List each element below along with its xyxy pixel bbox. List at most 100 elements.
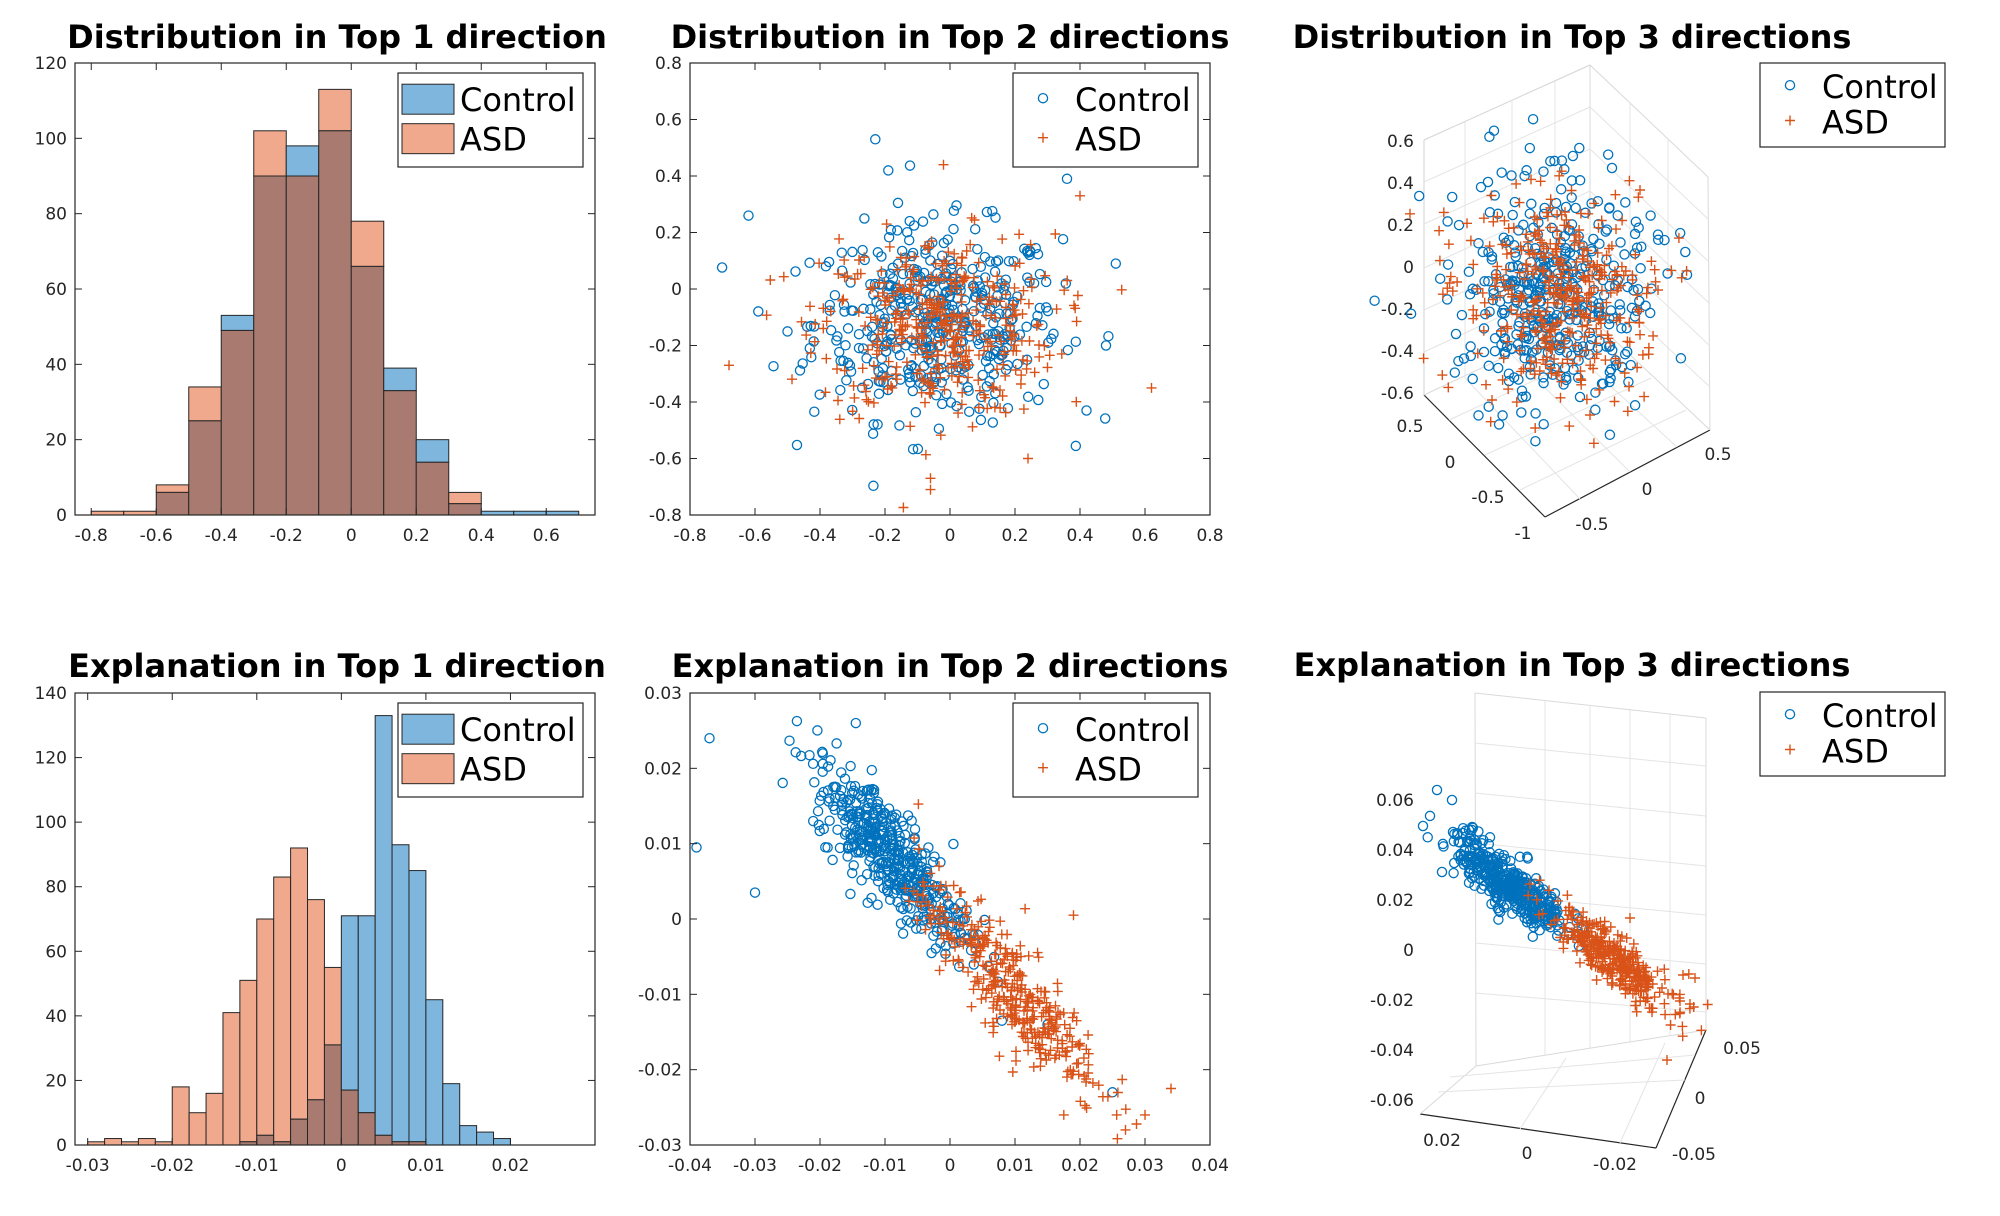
point-control (1652, 229, 1664, 240)
point-control (1473, 410, 1484, 421)
point-asd (1594, 264, 1605, 275)
point-asd (1585, 360, 1596, 371)
bar-overlap (374, 1134, 393, 1146)
point-control (987, 205, 998, 217)
point-asd (1533, 343, 1543, 354)
point-asd (1531, 327, 1542, 338)
point-asd (1514, 197, 1525, 208)
point-asd (974, 350, 984, 361)
legend-marker-control (1784, 79, 1796, 91)
bar-overlap (383, 390, 417, 516)
point-control (862, 378, 874, 390)
point-asd (1631, 1006, 1642, 1017)
y-tick-label: 0.6 (655, 111, 682, 131)
point-control (861, 353, 872, 364)
point-asd (1677, 1021, 1688, 1032)
point-control (1675, 353, 1687, 364)
point-control (1034, 268, 1046, 280)
point-asd (1011, 1046, 1021, 1057)
point-asd (943, 247, 954, 258)
point-asd (905, 272, 916, 283)
point-control (933, 332, 945, 343)
point-asd (1516, 331, 1527, 342)
point-asd (963, 372, 974, 383)
point-asd (964, 360, 975, 370)
grid-line (1589, 232, 1710, 346)
point-asd (940, 310, 951, 321)
point-asd (974, 385, 985, 396)
point-control (1522, 279, 1533, 290)
point-asd (971, 305, 982, 316)
point-asd (1528, 297, 1538, 308)
point-control (1081, 405, 1092, 416)
point-asd (1552, 209, 1563, 220)
point-asd (1499, 215, 1510, 226)
point-asd (778, 271, 789, 282)
legend-marker-asd (1038, 132, 1048, 143)
point-control (901, 293, 913, 305)
point-asd (928, 337, 939, 348)
bar-overlap (350, 265, 385, 516)
point-control (917, 216, 929, 227)
point-control (948, 205, 960, 217)
point-asd (872, 339, 883, 350)
point-control (941, 388, 952, 400)
point-control (804, 257, 815, 269)
point-asd (1617, 215, 1628, 226)
point-asd (1567, 296, 1578, 307)
grid-line (1589, 190, 1710, 304)
point-control (1555, 184, 1567, 195)
point-asd (1069, 1007, 1080, 1018)
bar-control (391, 844, 410, 1143)
point-asd (1009, 282, 1020, 293)
point-control (1110, 258, 1122, 269)
point-asd (917, 298, 928, 309)
point-control (850, 717, 862, 729)
point-asd (1529, 211, 1540, 222)
point-asd (1093, 1080, 1104, 1091)
point-asd (1545, 222, 1556, 233)
bar-asd (350, 220, 385, 267)
bar-overlap (340, 1089, 359, 1146)
point-asd (1601, 297, 1612, 308)
point-asd (1648, 330, 1659, 341)
point-control (1619, 249, 1630, 260)
point-asd (1515, 329, 1526, 340)
point-control (1644, 307, 1656, 319)
point-asd (1000, 313, 1011, 324)
legend-label-asd: ASD (1822, 103, 1889, 141)
y-tick-label: -0.8 (649, 506, 682, 526)
point-asd (932, 323, 943, 333)
grid-line (1519, 409, 1687, 491)
point-asd (1589, 353, 1600, 364)
y-tick-label: 140 (35, 684, 67, 704)
point-control (1030, 318, 1042, 329)
point-asd (935, 430, 946, 441)
point-control (1560, 201, 1572, 213)
point-asd (1585, 410, 1595, 420)
point-asd (1472, 283, 1483, 294)
point-asd (1530, 423, 1541, 433)
point-asd (805, 301, 815, 312)
point-asd (948, 880, 959, 891)
point-asd (834, 414, 845, 425)
point-asd (1524, 313, 1535, 324)
y-tick-label: 0.2 (655, 224, 682, 244)
point-control (791, 715, 803, 727)
point-asd (900, 261, 911, 272)
point-asd (953, 408, 964, 419)
legend-label-control: Control (1075, 81, 1191, 119)
point-asd (1573, 305, 1584, 316)
point-asd (1637, 349, 1648, 360)
point-asd (997, 234, 1008, 245)
point-asd (1016, 370, 1027, 381)
grid-line (1511, 354, 1631, 473)
point-asd (1567, 312, 1578, 323)
point-asd (1083, 1030, 1094, 1040)
grid-line (1589, 106, 1709, 220)
scatter-points (1417, 784, 1713, 1065)
point-asd (1549, 354, 1560, 364)
point-asd (997, 391, 1008, 401)
point-control (1629, 228, 1641, 240)
point-asd (1503, 285, 1514, 296)
